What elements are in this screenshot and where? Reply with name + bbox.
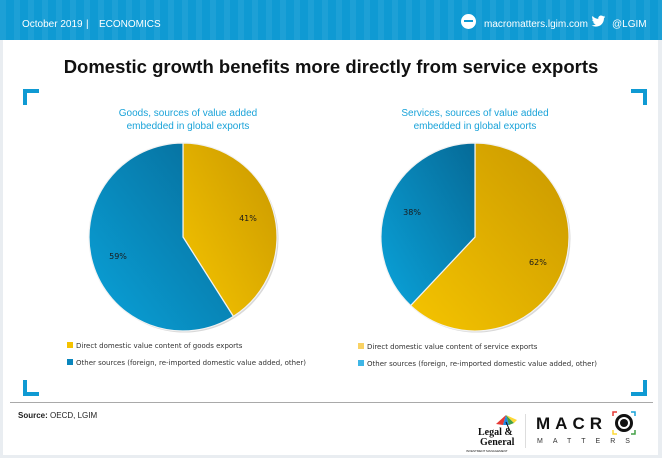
source-label: Source: — [18, 411, 48, 420]
lg-logo-line-1: Legal & — [478, 427, 513, 438]
twitter-bird-icon — [591, 15, 606, 27]
umbrella-icon — [496, 415, 517, 432]
slide-title: Domestic growth benefits more directly f… — [63, 56, 599, 77]
pie-data-label: 41% — [239, 214, 257, 223]
goods-chart-title-line-1: Goods, sources of value added — [118, 108, 258, 119]
pie-data-label: 38% — [403, 208, 421, 217]
goods-legend: Direct domestic value content of goods e… — [67, 341, 306, 375]
legal-general-logo: Legal & General INVESTMENT MANAGEMENT — [466, 413, 518, 453]
goods-pie-chart: 41% 59% — [88, 142, 279, 333]
header-separator: | — [86, 19, 89, 30]
legend-swatch-blue — [358, 360, 364, 366]
corner-bracket-bottom-right — [631, 380, 647, 396]
services-legend: Direct domestic value content of service… — [358, 342, 597, 376]
pie-slice-direct-domestic — [409, 142, 570, 332]
services-chart-title-line-2: embedded in global exports — [413, 121, 537, 132]
lg-logo-subtitle: INVESTMENT MANAGEMENT — [466, 449, 508, 453]
services-chart-title-line-1: Services, sources of value added — [401, 108, 549, 119]
macro-matters-logo-matters: MATTERS — [537, 438, 640, 445]
web-chat-icon — [461, 14, 476, 29]
pie-data-label: 59% — [109, 252, 127, 261]
legend-item-services-other: Other sources (foreign, re-imported dome… — [358, 359, 597, 369]
legend-label: Other sources (foreign, re-imported dome… — [76, 359, 307, 367]
pie-slice-other-sources — [380, 142, 476, 307]
services-chart-title: Services, sources of value added embedde… — [365, 107, 585, 133]
corner-bracket-bottom-left — [23, 380, 39, 396]
twitter-handle-link[interactable]: @LGIM — [612, 19, 647, 30]
legend-swatch-gold — [67, 342, 73, 348]
goods-chart-title: Goods, sources of value added embedded i… — [78, 107, 298, 133]
legend-label: Other sources (foreign, re-imported dome… — [367, 360, 598, 368]
header-bar: October 2019 | ECONOMICS macromatters.lg… — [0, 0, 662, 40]
source-text: OECD, LGIM — [47, 411, 98, 420]
legend-swatch-blue — [67, 359, 73, 365]
legend-item-services-direct: Direct domestic value content of service… — [358, 342, 597, 352]
corner-bracket-top-right — [631, 89, 647, 105]
header-section: ECONOMICS — [99, 19, 161, 30]
legend-label: Direct domestic value content of service… — [367, 343, 538, 351]
macro-matters-logo-macro: MACR — [536, 414, 607, 433]
logo-separator — [525, 414, 526, 448]
lg-logo-line-2: General — [480, 437, 515, 448]
services-pie-chart: 62% 38% — [380, 142, 571, 333]
website-link[interactable]: macromatters.lgim.com — [484, 19, 588, 30]
footer-divider — [10, 402, 653, 403]
header-date: October 2019 — [22, 19, 83, 30]
legend-item-goods-direct: Direct domestic value content of goods e… — [67, 341, 306, 351]
source-note: Source: OECD, LGIM — [18, 411, 97, 420]
legend-swatch-gold — [358, 343, 364, 349]
legend-label: Direct domestic value content of goods e… — [76, 342, 243, 350]
goods-chart-title-line-2: embedded in global exports — [126, 121, 250, 132]
legend-item-goods-other: Other sources (foreign, re-imported dome… — [67, 358, 306, 368]
pie-slice-other-sources — [88, 142, 235, 332]
pie-data-label: 62% — [529, 258, 547, 267]
globe-o-icon — [612, 411, 636, 435]
corner-bracket-top-left — [23, 89, 39, 105]
